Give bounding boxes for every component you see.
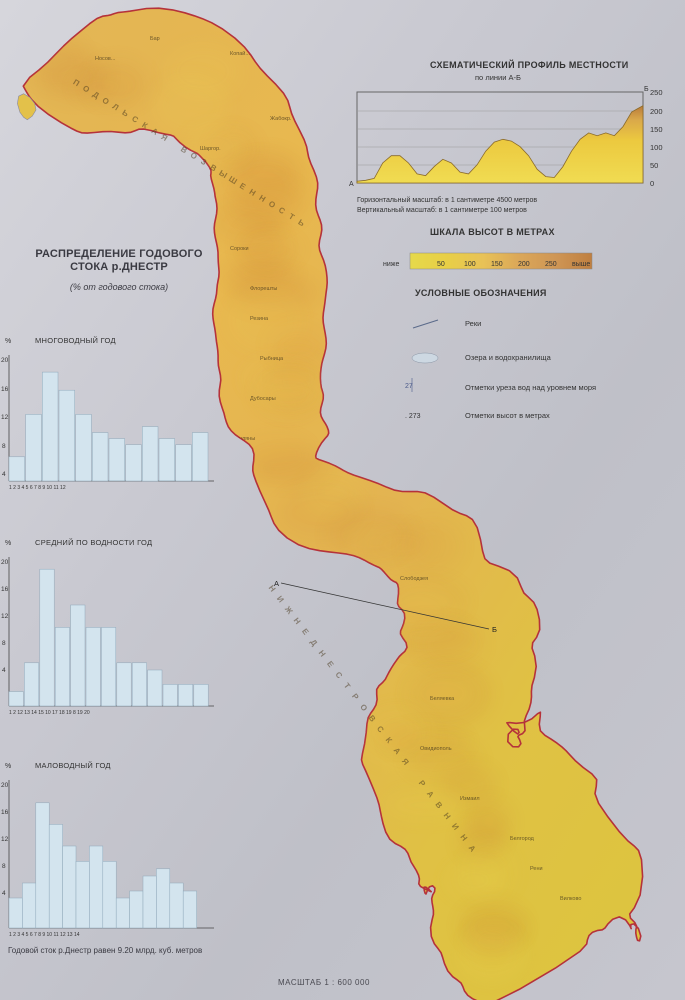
svg-text:СРЕДНИЙ ПО ВОДНОСТИ ГОД: СРЕДНИЙ ПО ВОДНОСТИ ГОД — [35, 538, 152, 547]
svg-text:по линии А-Б: по линии А-Б — [475, 73, 521, 82]
svg-text:1 2 3 4 5 6 7 8 9 10 11: 1 2 3 4 5 6 7 8 9 10 11 12 — [9, 485, 66, 491]
svg-text:Рени: Рени — [530, 866, 543, 872]
svg-text:20: 20 — [1, 782, 9, 789]
svg-text:250: 250 — [545, 261, 557, 268]
svg-text:Е: Е — [300, 627, 311, 637]
svg-text:12: 12 — [1, 836, 9, 843]
svg-text:А: А — [274, 579, 279, 588]
svg-text:С: С — [333, 670, 344, 680]
svg-text:Ямполь: Ямполь — [190, 181, 210, 187]
svg-text:Рыбница: Рыбница — [260, 356, 284, 362]
svg-text:1 2 12 13 14 15 10 17 18 19 8: 1 2 12 13 14 15 10 17 18 19 8 19 20 — [9, 710, 90, 716]
svg-text:Горизонтальный масштаб: в 1 са: Горизонтальный масштаб: в 1 сантиметре 4… — [357, 196, 537, 204]
svg-text:8: 8 — [2, 640, 6, 647]
svg-text:Беляевка: Беляевка — [430, 696, 455, 702]
svg-text:Копай...: Копай... — [230, 50, 250, 57]
svg-text:20: 20 — [1, 559, 9, 566]
svg-text:Ж: Ж — [282, 604, 295, 617]
svg-text:. 273: . 273 — [405, 413, 421, 420]
svg-text:Б: Б — [492, 625, 497, 634]
svg-text:ниже: ниже — [383, 261, 399, 268]
svg-text:Отметки уреза вод над уровнем: Отметки уреза вод над уровнем моря — [465, 383, 596, 392]
svg-text:12: 12 — [1, 414, 9, 421]
svg-text:МАЛОВОДНЫЙ ГОД: МАЛОВОДНЫЙ ГОД — [35, 761, 111, 770]
svg-text:И: И — [275, 594, 286, 604]
svg-text:4: 4 — [2, 471, 6, 478]
svg-text:150: 150 — [650, 125, 663, 134]
svg-text:Отметки высот в метрах: Отметки высот в метрах — [465, 411, 550, 420]
svg-text:Носов...: Носов... — [95, 56, 116, 62]
svg-text:16: 16 — [1, 809, 9, 816]
svg-text:150: 150 — [491, 261, 503, 268]
svg-text:Реки: Реки — [465, 319, 481, 328]
svg-text:О: О — [358, 702, 369, 712]
svg-text:Измаил: Измаил — [460, 796, 480, 802]
svg-text:Овидиополь: Овидиополь — [420, 746, 452, 752]
svg-text:Шаргор.: Шаргор. — [200, 146, 221, 152]
svg-text:ШКАЛА ВЫСОТ В МЕТРАХ: ШКАЛА ВЫСОТ В МЕТРАХ — [430, 227, 555, 237]
svg-text:Н: Н — [317, 648, 328, 658]
svg-text:Вилково: Вилково — [560, 896, 581, 902]
svg-text:Флорешты: Флорешты — [250, 286, 277, 292]
svg-text:200: 200 — [650, 107, 663, 116]
svg-text:МНОГОВОДНЫЙ ГОД: МНОГОВОДНЫЙ ГОД — [35, 336, 116, 345]
svg-text:УСЛОВНЫЕ ОБОЗНАЧЕНИЯ: УСЛОВНЫЕ ОБОЗНАЧЕНИЯ — [415, 288, 547, 298]
svg-text:А: А — [349, 181, 354, 188]
svg-text:Криуляны: Криуляны — [230, 436, 255, 442]
svg-text:4: 4 — [2, 667, 6, 674]
svg-text:8: 8 — [2, 443, 6, 450]
svg-text:Е: Е — [325, 659, 336, 669]
svg-text:Белгород: Белгород — [510, 836, 535, 842]
svg-text:Дубосары: Дубосары — [250, 396, 276, 402]
svg-text:Тирасполь: Тирасполь — [330, 566, 357, 572]
svg-text:Т: Т — [342, 681, 352, 690]
svg-text:16: 16 — [1, 386, 9, 393]
svg-text:%: % — [5, 763, 11, 770]
svg-text:20: 20 — [1, 357, 9, 364]
svg-text:О: О — [189, 150, 199, 161]
svg-text:Д: Д — [308, 638, 319, 648]
svg-text:Б: Б — [644, 86, 649, 93]
svg-text:12: 12 — [1, 613, 9, 620]
svg-text:Вертикальный масштаб: в 1 сант: Вертикальный масштаб: в 1 сантиметре 100… — [357, 206, 527, 214]
svg-text:В: В — [179, 145, 189, 156]
svg-text:1 2 3 4 5 6 7 8 9 10 11 12 13: 1 2 3 4 5 6 7 8 9 10 11 12 13 14 — [9, 932, 80, 938]
svg-text:50: 50 — [650, 161, 658, 170]
svg-text:Жабокр.: Жабокр. — [270, 116, 292, 122]
svg-text:Слободзея: Слободзея — [400, 576, 428, 582]
svg-text:СХЕМАТИЧЕСКИЙ ПРОФИЛЬ МЕСТНОСТ: СХЕМАТИЧЕСКИЙ ПРОФИЛЬ МЕСТНОСТИ — [430, 59, 629, 70]
svg-text:100: 100 — [650, 143, 663, 152]
svg-text:4: 4 — [2, 890, 6, 897]
svg-text:выше: выше — [572, 261, 590, 268]
svg-text:0: 0 — [650, 179, 654, 188]
svg-text:200: 200 — [518, 261, 530, 268]
svg-text:8: 8 — [2, 863, 6, 870]
svg-text:%: % — [5, 338, 11, 345]
svg-text:%: % — [5, 540, 11, 547]
svg-text:50: 50 — [437, 261, 445, 268]
svg-text:100: 100 — [464, 261, 476, 268]
svg-text:Р: Р — [350, 692, 361, 702]
svg-text:Резина: Резина — [250, 316, 269, 322]
svg-text:Бендеры: Бендеры — [290, 556, 313, 562]
svg-text:Н: Н — [292, 616, 303, 626]
svg-text:Бар: Бар — [150, 36, 160, 42]
svg-text:16: 16 — [1, 586, 9, 593]
svg-text:Озера и водохранилища: Озера и водохранилища — [465, 353, 552, 362]
svg-text:250: 250 — [650, 88, 663, 97]
